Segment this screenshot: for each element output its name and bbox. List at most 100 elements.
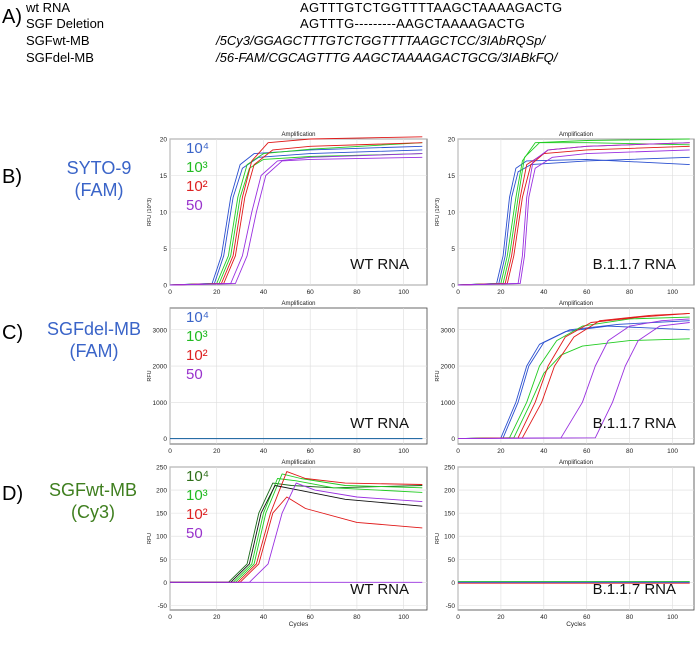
y-tick-label: 3000 — [153, 327, 168, 334]
panel-a-letter: A) — [2, 6, 22, 28]
y-tick-label: 10 — [448, 210, 456, 217]
x-tick-label: 80 — [626, 448, 634, 455]
panel-d-title: SGFwt-MB (Cy3) — [38, 479, 148, 523]
legend-label-2: 10² — [186, 178, 208, 195]
x-tick-label: 100 — [398, 289, 409, 296]
y-axis-label: RFU — [435, 533, 441, 544]
x-tick-label: 20 — [213, 448, 221, 455]
x-tick-label: 80 — [353, 614, 361, 621]
series-line-red — [170, 471, 423, 583]
sample-annotation: WT RNA — [350, 581, 409, 598]
x-tick-label: 100 — [398, 614, 409, 621]
y-tick-label: 15 — [448, 173, 456, 180]
x-tick-label: 60 — [307, 448, 315, 455]
seq-label: SGFwt-MB — [26, 33, 90, 48]
series-line-purple — [457, 322, 690, 440]
y-tick-label: 0 — [451, 436, 455, 443]
seq-row-sgfdel-mb: SGFdel-MB /56-FAM/CGCAGTTTG AAGCTAAAAGAC… — [0, 50, 700, 66]
chart-title: Amplification — [281, 460, 315, 466]
series-line-purple — [457, 149, 690, 286]
seq-label: wt RNA — [26, 0, 71, 15]
series-line-green — [457, 142, 690, 286]
plot-frame — [457, 466, 695, 611]
seq-row-sgf-deletion: SGF Deletion AGTTTG---------AAGCTAAAAGAC… — [0, 16, 700, 32]
x-tick-label: 0 — [456, 289, 460, 296]
seq-probe: /56-FAM/CGCAGTTTG AAGCTAAAAGACTGCG/3IABk… — [216, 50, 558, 65]
x-tick-label: 20 — [213, 614, 221, 621]
x-tick-label: 60 — [307, 614, 315, 621]
panel-b-title-line2: (FAM) — [74, 180, 124, 200]
seq-row-wt-rna: wt RNA AGTTTGTCTGGTTTTAAGCTAAAAGACTG — [0, 0, 700, 16]
y-tick-label: 0 — [451, 580, 455, 587]
series-line-purple — [457, 318, 690, 440]
y-axis-label: RFU (10^3) — [435, 198, 441, 226]
x-tick-label: 40 — [260, 448, 268, 455]
x-axis-label: Cycles — [566, 621, 586, 628]
series-line-green — [457, 316, 690, 440]
legend-label-0: 10⁴ — [186, 140, 209, 157]
series-line-green — [169, 153, 423, 286]
x-tick-label: 80 — [353, 448, 361, 455]
y-axis-label: RFU — [435, 370, 441, 381]
sample-annotation: WT RNA — [350, 415, 409, 432]
chart-b-wt: Amplification 0 20 40 60 80 100 0 5 10 15 20 RFU (10… — [147, 132, 428, 296]
seq-label: SGFdel-MB — [26, 50, 94, 65]
series-line-red — [169, 142, 423, 286]
series-line-black — [170, 485, 423, 583]
plot-frame — [169, 307, 428, 445]
series-line-green — [457, 138, 690, 286]
y-tick-label: 1000 — [441, 400, 456, 407]
x-tick-label: 0 — [168, 289, 172, 296]
x-tick-label: 40 — [540, 289, 548, 296]
legend-label-0: 10⁴ — [186, 309, 209, 326]
series-line-red — [457, 312, 690, 440]
y-tick-label: 0 — [163, 580, 167, 587]
chart-title: Amplification — [281, 301, 315, 307]
legend-label-1: 10³ — [186, 487, 208, 504]
y-tick-label: 0 — [163, 436, 167, 443]
y-tick-label: 10 — [160, 210, 168, 217]
x-axis-label: Cycles — [289, 621, 309, 628]
series-line-blue — [457, 325, 690, 440]
panel-b-letter: B) — [2, 166, 22, 188]
legend-label-3: 50 — [186, 525, 203, 542]
panel-c-title-line2: (FAM) — [69, 341, 119, 361]
panel-b-title: SYTO-9 (FAM) — [54, 157, 144, 201]
x-tick-label: 0 — [168, 448, 172, 455]
legend-label-1: 10³ — [186, 159, 208, 176]
seq-label: SGF Deletion — [26, 16, 105, 31]
panel-d-title-line1: SGFwt-MB — [49, 480, 137, 500]
x-tick-label: 20 — [497, 448, 505, 455]
series-line-green — [457, 338, 690, 440]
legend-label-1: 10³ — [186, 328, 208, 345]
legend-label-2: 10² — [186, 506, 208, 523]
seq-row-sgfwt-mb: SGFwt-MB /5Cy3/GGAGCTTTGTCTGGTTTTAAGCTCC… — [0, 33, 700, 49]
y-tick-label: 150 — [156, 511, 167, 518]
y-tick-label: 50 — [448, 557, 456, 564]
x-tick-label: 20 — [497, 614, 505, 621]
series-line-green — [170, 478, 423, 583]
panel-b-title-line1: SYTO-9 — [66, 158, 132, 178]
series-line-blue — [169, 149, 423, 286]
panel-c-title: SGFdel-MB (FAM) — [34, 318, 154, 362]
chart-title: Amplification — [559, 460, 593, 466]
seq-probe: /5Cy3/GGAGCTTTGTCTGGTTTTAAGCTCC/3IAbRQSp… — [216, 33, 546, 48]
sample-annotation: WT RNA — [350, 256, 409, 273]
series-line-red — [169, 136, 423, 286]
y-tick-label: 5 — [163, 246, 167, 253]
series-line-blue — [457, 158, 690, 286]
x-tick-label: 60 — [583, 448, 591, 455]
y-axis-label: RFU (10^3) — [147, 198, 153, 226]
sample-annotation: B.1.1.7 RNA — [593, 415, 676, 432]
x-tick-label: 40 — [540, 614, 548, 621]
x-tick-label: 0 — [168, 614, 172, 621]
y-tick-label: 5 — [451, 246, 455, 253]
series-line-purple — [169, 153, 423, 286]
series-line-red — [457, 145, 690, 286]
x-tick-label: 20 — [213, 289, 221, 296]
